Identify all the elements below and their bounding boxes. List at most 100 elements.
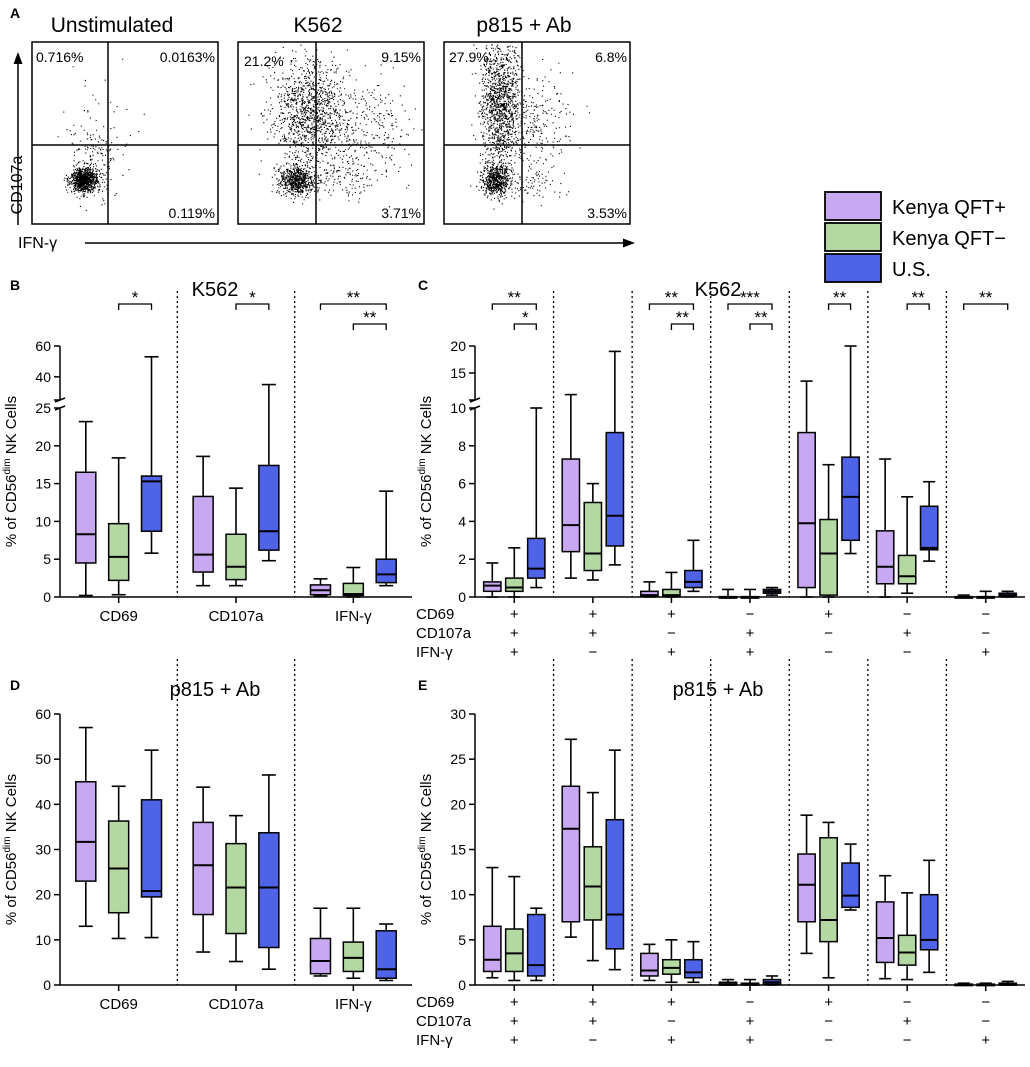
box-iqr (875, 530, 895, 585)
box-u-s- (605, 350, 625, 566)
box-u-s- (919, 480, 939, 562)
significance-stars: ** (833, 288, 847, 307)
marker-sign: + (667, 606, 676, 623)
significance-bracket: ** (670, 308, 695, 330)
box-iqr (192, 495, 214, 573)
box-iqr (140, 799, 163, 898)
flow-events-k562 (248, 44, 423, 208)
y-tick-label: 40 (35, 369, 51, 385)
box-iqr (375, 558, 397, 584)
marker-sign: + (588, 625, 597, 642)
box-iqr (640, 952, 659, 977)
box-u-s- (258, 383, 280, 562)
marker-sign: + (510, 644, 519, 661)
marker-sign: + (746, 1013, 755, 1030)
marker-sign: + (667, 644, 676, 661)
box-iqr (919, 505, 939, 551)
marker-sign: + (510, 994, 519, 1011)
marker-sign: + (588, 1013, 597, 1030)
marker-sign: − (824, 1013, 833, 1030)
box-u-s- (762, 586, 782, 596)
flow-x-label: IFN-γ (18, 235, 57, 252)
y-tick-label: 20 (35, 438, 51, 454)
box-kenya-qft- (107, 457, 130, 596)
box-kenya-qft- (718, 588, 738, 599)
significance-bracket: ** (963, 288, 1009, 310)
marker-sign: − (981, 994, 990, 1011)
y-tick-label: 5 (458, 932, 466, 948)
y-tick-label: 25 (450, 751, 466, 767)
y-tick-label: 0 (458, 589, 466, 605)
y-axis-label: % of CD56dim NK Cells (417, 774, 435, 925)
chart-e: 0 5 10 15 20 25 30 % of CD56dim NK Cells CD69 CD1… (416, 659, 1025, 1049)
box-iqr (75, 471, 97, 564)
box-iqr (897, 554, 917, 585)
box-iqr (526, 537, 546, 579)
x-category-label: IFN-γ (335, 996, 372, 1013)
significance-stars: ** (979, 288, 993, 307)
panel-d-title: p815 + Ab (170, 679, 261, 701)
box-kenya-qft- (75, 726, 97, 928)
bracket-line (235, 303, 270, 310)
marker-sign: + (510, 625, 519, 642)
box-iqr (797, 853, 816, 923)
marker-row-label: CD69 (416, 994, 454, 1011)
y-tick-label: 5 (43, 551, 51, 567)
significance-bracket: ** (906, 288, 930, 310)
bracket-line (727, 303, 773, 310)
significance-bracket: * (118, 288, 153, 310)
y-tick-label: 60 (35, 338, 51, 354)
box-iqr (140, 475, 163, 532)
significance-bracket: ** (352, 308, 387, 330)
significance-stars: ** (754, 308, 768, 327)
box-kenya-qft- (561, 738, 581, 938)
box-iqr (583, 846, 603, 921)
box-u-s- (841, 843, 860, 911)
y-tick-label: 10 (450, 400, 466, 416)
box-kenya-qft- (797, 380, 816, 598)
box-iqr (75, 781, 97, 882)
box-iqr (684, 569, 703, 589)
quadrant-lr-percent: 3.71% (381, 205, 421, 221)
box-kenya-qft- (819, 463, 838, 598)
box-iqr (225, 842, 247, 935)
marker-sign: + (903, 1013, 912, 1030)
panel-e-letter: E (418, 677, 427, 693)
box-iqr (819, 837, 838, 943)
marker-sign: − (981, 606, 990, 623)
box-iqr (258, 464, 280, 551)
box-u-s- (605, 749, 625, 971)
box-u-s- (998, 590, 1018, 598)
quadrant-lr-percent: 0.119% (169, 205, 215, 221)
box-u-s- (526, 407, 546, 589)
flow-event-dots (57, 52, 145, 211)
box-kenya-qft- (504, 547, 524, 598)
significance-bracket: * (513, 308, 537, 330)
chart-c: 0 2 4 6 8 10 15 20 % of CD56dim NK Cells CD69 CD10… (416, 288, 1025, 661)
box-kenya-qft- (192, 786, 214, 953)
marker-sign: + (981, 1032, 990, 1049)
y-axis-label: % of CD56dim NK Cells (2, 774, 20, 925)
y-tick-label: 25 (35, 400, 51, 416)
significance-stars: * (132, 288, 139, 307)
bracket-line (319, 303, 387, 310)
box-iqr (258, 832, 280, 949)
x-category-label: CD107a (208, 996, 264, 1013)
y-tick-label: 10 (35, 932, 51, 948)
significance-stars: ** (347, 288, 361, 307)
box-kenya-qft- (662, 571, 681, 598)
marker-sign: − (824, 625, 833, 642)
panel-d-letter: D (10, 677, 20, 693)
bracket-line (118, 303, 153, 310)
y-tick-label: 15 (450, 842, 466, 858)
marker-sign: + (824, 994, 833, 1011)
quadrant-lr-percent: 3.53% (587, 205, 627, 221)
box-kenya-qft- (954, 594, 974, 599)
box-iqr (561, 458, 581, 553)
panel-c-title: K562 (695, 279, 742, 301)
box-iqr (375, 930, 397, 979)
significance-bracket: ** (749, 308, 773, 330)
box-iqr (819, 518, 838, 596)
flow-title-p815: p815 + Ab (476, 14, 571, 37)
